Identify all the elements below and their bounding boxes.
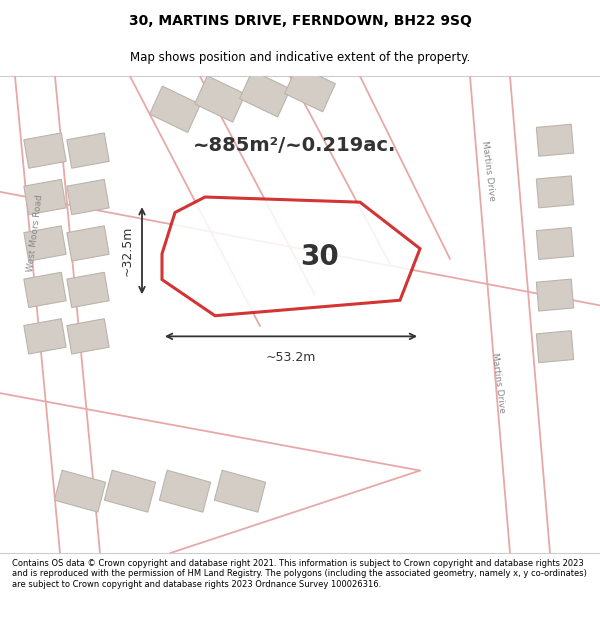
- Polygon shape: [67, 272, 109, 308]
- Polygon shape: [284, 66, 335, 112]
- Text: ~53.2m: ~53.2m: [266, 351, 316, 364]
- Polygon shape: [55, 470, 106, 512]
- Polygon shape: [239, 71, 290, 117]
- Polygon shape: [67, 226, 109, 261]
- Polygon shape: [149, 86, 200, 132]
- Polygon shape: [24, 179, 66, 214]
- Polygon shape: [24, 133, 66, 168]
- Polygon shape: [67, 133, 109, 168]
- Polygon shape: [536, 331, 574, 362]
- Text: ~885m²/~0.219ac.: ~885m²/~0.219ac.: [193, 136, 397, 155]
- Polygon shape: [160, 470, 211, 512]
- Polygon shape: [67, 319, 109, 354]
- Polygon shape: [194, 76, 245, 122]
- Text: Martins Drive: Martins Drive: [490, 352, 506, 414]
- Polygon shape: [24, 272, 66, 308]
- Polygon shape: [214, 470, 266, 512]
- Text: Martins Drive: Martins Drive: [480, 141, 496, 202]
- Text: Map shows position and indicative extent of the property.: Map shows position and indicative extent…: [130, 51, 470, 64]
- Polygon shape: [24, 226, 66, 261]
- Polygon shape: [104, 470, 155, 512]
- Text: 30: 30: [301, 243, 340, 271]
- Text: Contains OS data © Crown copyright and database right 2021. This information is : Contains OS data © Crown copyright and d…: [12, 559, 587, 589]
- Polygon shape: [24, 319, 66, 354]
- Polygon shape: [67, 179, 109, 214]
- Text: ~32.5m: ~32.5m: [121, 226, 134, 276]
- Polygon shape: [536, 176, 574, 208]
- Polygon shape: [536, 279, 574, 311]
- Text: 30, MARTINS DRIVE, FERNDOWN, BH22 9SQ: 30, MARTINS DRIVE, FERNDOWN, BH22 9SQ: [128, 14, 472, 28]
- Text: West Moors Road: West Moors Road: [26, 194, 44, 272]
- Polygon shape: [536, 124, 574, 156]
- Polygon shape: [536, 228, 574, 259]
- Polygon shape: [162, 197, 420, 316]
